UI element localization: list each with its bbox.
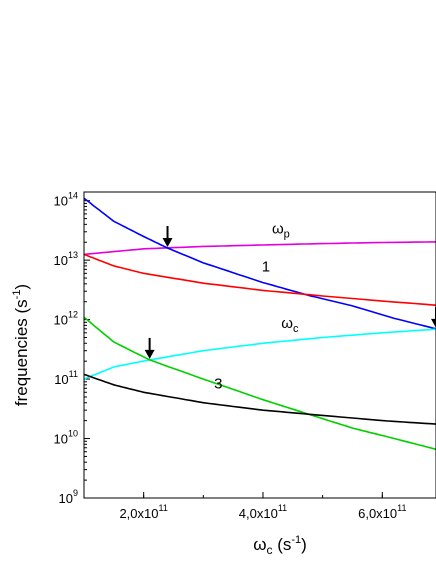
curve-annotation: 3 <box>214 375 222 392</box>
y-tick-label: 1013 <box>54 250 78 268</box>
annotations-layer: ωp1 ωc 3 <box>214 221 299 393</box>
ticks-layer: 109 1010 1011 1012 1013 1014 2,0x1011 4,0x1011 6… <box>54 191 407 521</box>
down-arrow-icon <box>162 226 173 248</box>
down-arrow-icon <box>144 337 155 359</box>
x-axis-title: ωc (s-1) <box>253 534 307 557</box>
arrows-layer <box>144 226 436 359</box>
series-line-2 <box>83 197 436 330</box>
series-line-5 <box>83 316 436 451</box>
y-tick-label: 1010 <box>54 429 78 447</box>
down-arrow-icon <box>431 306 436 328</box>
series-line-4 <box>83 328 436 380</box>
y-axis-title: frequencies (s-1) <box>11 284 31 406</box>
y-tick-label: 109 <box>59 488 78 506</box>
curve-annotation: 1 <box>262 258 270 275</box>
series-line-1 <box>83 241 436 256</box>
y-tick-label: 1014 <box>54 191 78 209</box>
x-tick-label: 2,0x1011 <box>119 503 167 521</box>
x-tick-label: 4,0x1011 <box>239 503 287 521</box>
curve-annotation: ωc <box>281 315 299 335</box>
y-tick-label: 1012 <box>54 310 78 328</box>
series-layer <box>83 197 436 451</box>
x-tick-label: 6,0x1011 <box>358 503 406 521</box>
plot-frame <box>83 191 436 499</box>
y-tick-label: 1011 <box>54 369 78 387</box>
series-line-6 <box>83 373 436 425</box>
curve-annotation: ωp <box>272 221 290 241</box>
series-line-3 <box>83 253 436 306</box>
